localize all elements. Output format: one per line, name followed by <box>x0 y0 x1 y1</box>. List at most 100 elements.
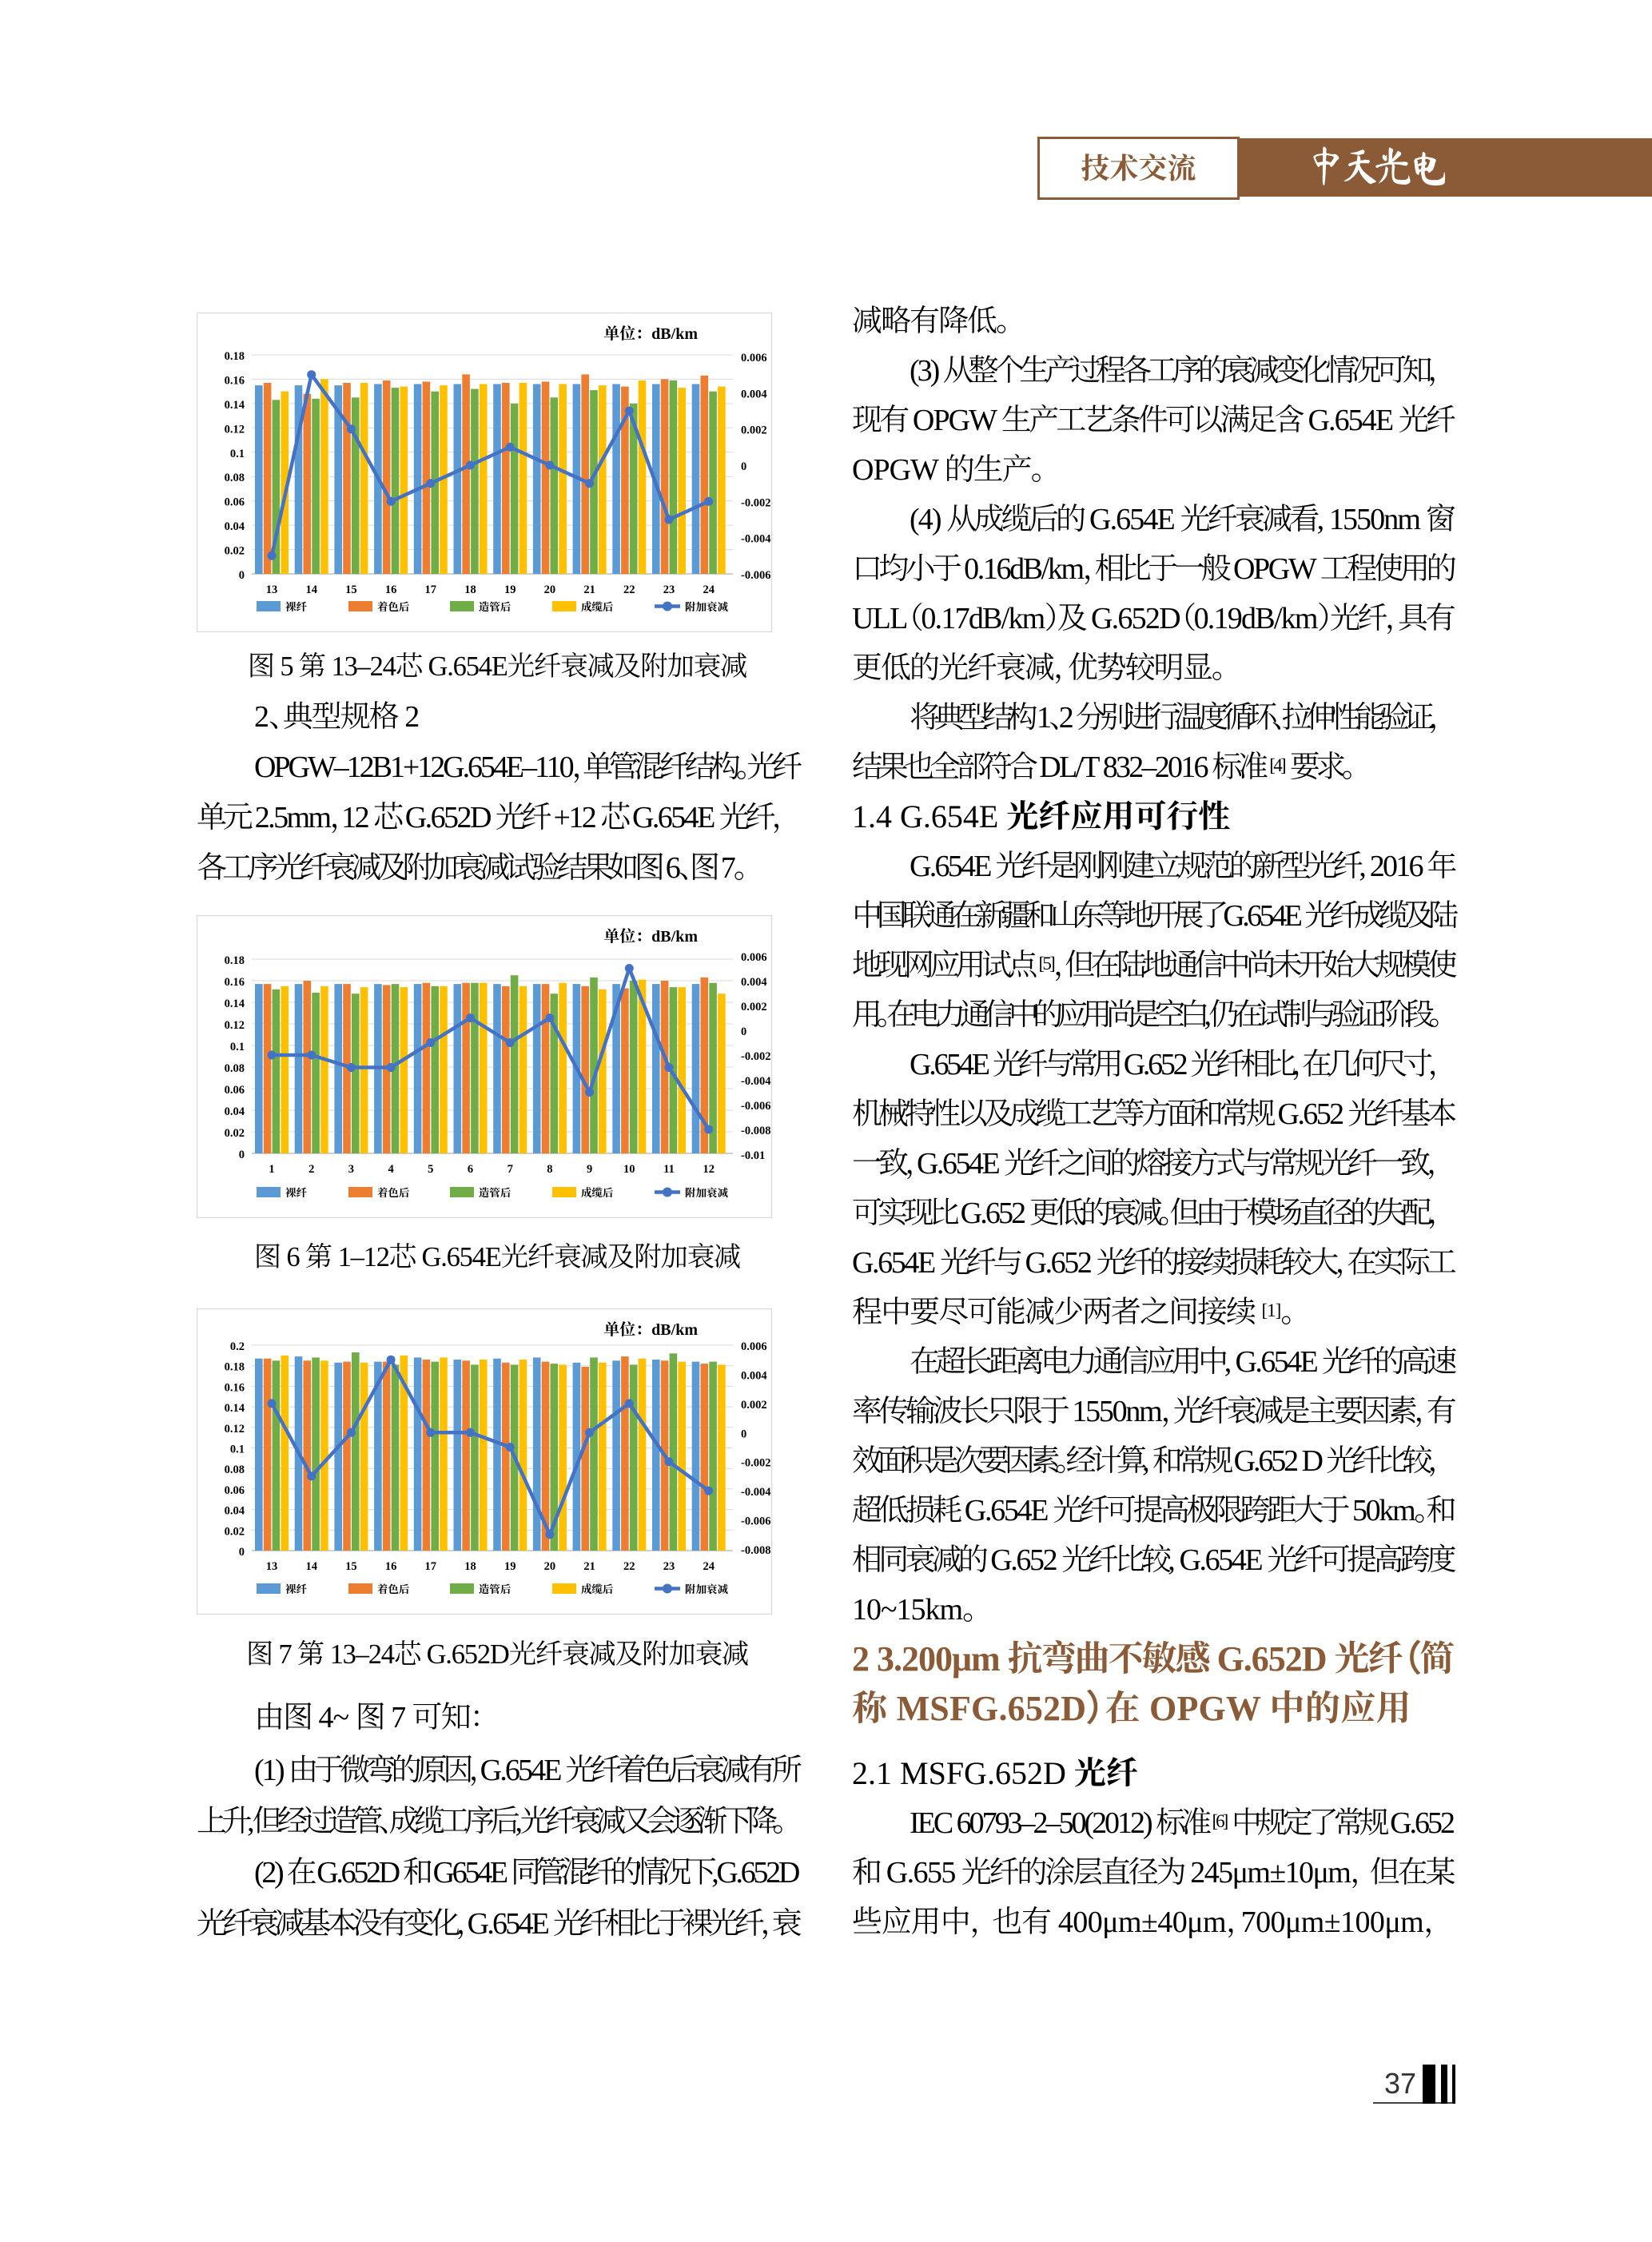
svg-text:6: 6 <box>468 1163 473 1176</box>
svg-text:单位：dB/km: 单位：dB/km <box>603 325 698 343</box>
svg-text:0.004: 0.004 <box>741 1369 767 1382</box>
svg-text:单位：dB/km: 单位：dB/km <box>603 1321 698 1339</box>
svg-text:0.14: 0.14 <box>225 1402 245 1415</box>
svg-text:23: 23 <box>663 1560 675 1573</box>
svg-text:0.002: 0.002 <box>741 1001 767 1013</box>
svg-text:-0.006: -0.006 <box>741 1100 770 1113</box>
svg-text:18: 18 <box>464 583 476 596</box>
svg-text:0.1: 0.1 <box>230 448 245 460</box>
svg-text:着色后: 着色后 <box>377 1187 410 1199</box>
svg-text:裸纤: 裸纤 <box>285 1583 307 1595</box>
svg-text:造管后: 造管后 <box>479 601 512 613</box>
svg-text:5: 5 <box>428 1163 433 1176</box>
svg-text:-0.004: -0.004 <box>741 1075 770 1088</box>
svg-text:-0.01: -0.01 <box>741 1149 765 1162</box>
svg-text:-0.006: -0.006 <box>741 1515 770 1528</box>
svg-text:0.2: 0.2 <box>230 1340 245 1353</box>
svg-text:0.006: 0.006 <box>741 951 767 964</box>
svg-text:19: 19 <box>504 1560 516 1573</box>
svg-text:0.1: 0.1 <box>230 1041 245 1053</box>
svg-text:13: 13 <box>266 583 278 596</box>
svg-text:11: 11 <box>663 1163 675 1176</box>
svg-text:附加衰减: 附加衰减 <box>685 1187 728 1199</box>
svg-text:0: 0 <box>741 460 746 473</box>
svg-text:0.04: 0.04 <box>225 520 245 533</box>
svg-text:0.16: 0.16 <box>225 976 245 989</box>
svg-text:0.06: 0.06 <box>225 496 245 509</box>
svg-text:17: 17 <box>425 1560 437 1573</box>
svg-text:0.12: 0.12 <box>225 423 245 436</box>
svg-text:23: 23 <box>663 583 675 596</box>
svg-text:8: 8 <box>547 1163 552 1176</box>
svg-text:0.16: 0.16 <box>225 1381 245 1394</box>
svg-text:0.002: 0.002 <box>741 424 767 437</box>
svg-text:成缆后: 成缆后 <box>580 1583 614 1595</box>
svg-text:-0.004: -0.004 <box>741 533 770 546</box>
svg-text:-0.002: -0.002 <box>741 496 770 509</box>
svg-text:0: 0 <box>239 1149 245 1161</box>
svg-text:裸纤: 裸纤 <box>285 1187 307 1199</box>
svg-text:0.08: 0.08 <box>225 472 245 484</box>
svg-text:18: 18 <box>464 1560 476 1573</box>
svg-text:0: 0 <box>741 1428 746 1440</box>
svg-text:12: 12 <box>703 1163 715 1176</box>
svg-text:14: 14 <box>305 1560 317 1573</box>
svg-text:19: 19 <box>504 583 516 596</box>
svg-text:0.002: 0.002 <box>741 1399 767 1412</box>
svg-text:成缆后: 成缆后 <box>580 1187 614 1199</box>
svg-text:13: 13 <box>266 1560 278 1573</box>
svg-text:0.14: 0.14 <box>225 399 245 412</box>
svg-text:24: 24 <box>703 583 715 596</box>
svg-text:0.004: 0.004 <box>741 388 767 400</box>
svg-text:0.006: 0.006 <box>741 352 767 364</box>
svg-text:着色后: 着色后 <box>377 601 410 613</box>
svg-text:0: 0 <box>239 569 245 582</box>
svg-text:附加衰减: 附加衰减 <box>685 1583 728 1595</box>
svg-text:16: 16 <box>385 1560 397 1573</box>
svg-text:21: 21 <box>583 583 595 596</box>
svg-text:0: 0 <box>239 1546 245 1559</box>
svg-text:0.006: 0.006 <box>741 1340 767 1353</box>
svg-text:21: 21 <box>583 1560 595 1573</box>
svg-text:-0.004: -0.004 <box>741 1486 770 1499</box>
svg-text:14: 14 <box>305 583 317 596</box>
svg-text:0.02: 0.02 <box>225 1127 245 1140</box>
svg-text:0.18: 0.18 <box>225 350 245 363</box>
svg-text:造管后: 造管后 <box>479 1187 512 1199</box>
svg-text:0.08: 0.08 <box>225 1062 245 1075</box>
svg-text:2: 2 <box>309 1163 314 1176</box>
svg-text:0.02: 0.02 <box>225 1525 245 1538</box>
svg-text:着色后: 着色后 <box>377 1583 410 1595</box>
svg-text:0.18: 0.18 <box>225 1361 245 1374</box>
svg-text:10: 10 <box>623 1163 635 1176</box>
svg-text:0.04: 0.04 <box>225 1105 245 1118</box>
svg-text:0.08: 0.08 <box>225 1463 245 1476</box>
svg-text:0.18: 0.18 <box>225 954 245 967</box>
svg-text:16: 16 <box>385 583 397 596</box>
svg-text:22: 22 <box>623 583 635 596</box>
svg-text:-0.002: -0.002 <box>741 1457 770 1470</box>
svg-text:0.14: 0.14 <box>225 998 245 1010</box>
svg-text:成缆后: 成缆后 <box>580 601 614 613</box>
svg-text:-0.008: -0.008 <box>741 1544 770 1557</box>
svg-text:7: 7 <box>508 1163 513 1176</box>
svg-text:造管后: 造管后 <box>479 1583 512 1595</box>
svg-text:0.1: 0.1 <box>230 1444 245 1456</box>
svg-text:9: 9 <box>587 1163 592 1176</box>
svg-text:0: 0 <box>741 1025 746 1038</box>
svg-text:0.12: 0.12 <box>225 1019 245 1032</box>
svg-text:17: 17 <box>425 583 437 596</box>
svg-text:24: 24 <box>703 1560 715 1573</box>
svg-text:20: 20 <box>544 583 556 596</box>
svg-text:22: 22 <box>623 1560 635 1573</box>
svg-text:附加衰减: 附加衰减 <box>685 601 728 613</box>
svg-text:0.004: 0.004 <box>741 976 767 989</box>
svg-text:0.04: 0.04 <box>225 1505 245 1518</box>
svg-text:-0.008: -0.008 <box>741 1125 770 1137</box>
svg-text:4: 4 <box>388 1163 393 1176</box>
svg-text:单位：dB/km: 单位：dB/km <box>603 928 698 946</box>
svg-text:0.16: 0.16 <box>225 374 245 387</box>
svg-text:0.12: 0.12 <box>225 1423 245 1436</box>
svg-text:15: 15 <box>345 583 357 596</box>
svg-text:1: 1 <box>269 1163 274 1176</box>
